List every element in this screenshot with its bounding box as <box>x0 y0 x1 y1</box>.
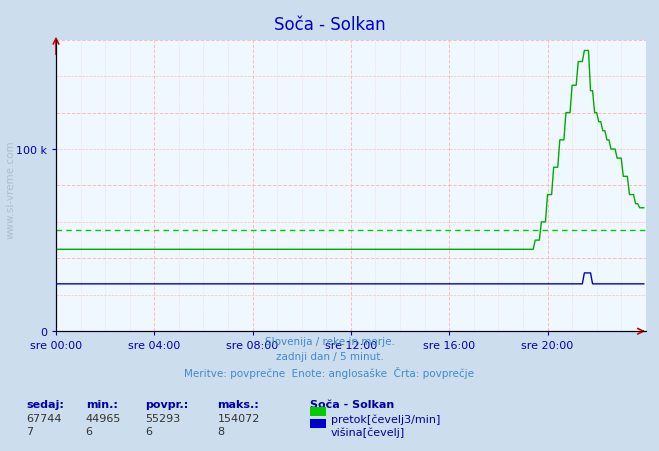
Text: Soča - Solkan: Soča - Solkan <box>310 399 394 409</box>
Text: 6: 6 <box>145 426 152 436</box>
Text: povpr.:: povpr.: <box>145 399 188 409</box>
Text: pretok[čevelj3/min]: pretok[čevelj3/min] <box>331 414 440 424</box>
Text: Slovenija / reke in morje.: Slovenija / reke in morje. <box>264 336 395 346</box>
Text: zadnji dan / 5 minut.: zadnji dan / 5 minut. <box>275 351 384 361</box>
Text: Meritve: povprečne  Enote: anglosaške  Črta: povprečje: Meritve: povprečne Enote: anglosaške Črt… <box>185 366 474 378</box>
Text: 67744: 67744 <box>26 414 62 423</box>
Text: 154072: 154072 <box>217 414 260 423</box>
Text: 8: 8 <box>217 426 225 436</box>
Text: 55293: 55293 <box>145 414 180 423</box>
Text: 7: 7 <box>26 426 34 436</box>
Text: sedaj:: sedaj: <box>26 399 64 409</box>
Text: min.:: min.: <box>86 399 117 409</box>
Text: www.si-vreme.com: www.si-vreme.com <box>5 140 15 239</box>
Text: maks.:: maks.: <box>217 399 259 409</box>
Text: 6: 6 <box>86 426 93 436</box>
Text: Soča - Solkan: Soča - Solkan <box>273 16 386 34</box>
Text: višina[čevelj]: višina[čevelj] <box>331 426 405 437</box>
Text: 44965: 44965 <box>86 414 121 423</box>
